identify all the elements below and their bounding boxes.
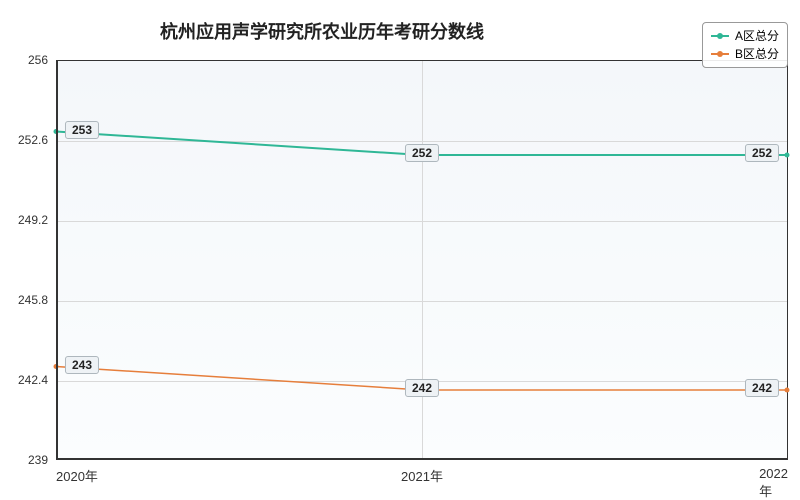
data-label: 252 <box>405 144 439 162</box>
data-label: 253 <box>65 121 99 139</box>
x-tick-label: 2021年 <box>401 466 443 485</box>
x-tick-label: 2022年 <box>759 466 788 500</box>
series-lines <box>56 61 787 460</box>
data-marker <box>784 387 789 392</box>
line-chart: 杭州应用声学研究所农业历年考研分数线 253252252243242242 23… <box>0 0 800 500</box>
plot-area: 253 252 252 243 242 242 <box>56 60 788 460</box>
x-tick-label: 2020年 <box>56 466 98 485</box>
legend-label: A区总分 <box>735 27 779 45</box>
data-marker <box>784 152 789 157</box>
legend-label: B区总分 <box>735 45 779 63</box>
legend-swatch <box>711 53 729 55</box>
y-axis-line <box>56 61 58 460</box>
x-axis-line <box>56 458 787 460</box>
data-label: 242 <box>405 379 439 397</box>
legend-item: B区总分 <box>711 45 779 63</box>
data-label: 252 <box>745 144 779 162</box>
legend: A区总分B区总分 <box>702 22 788 68</box>
legend-item: A区总分 <box>711 27 779 45</box>
chart-title: 杭州应用声学研究所农业历年考研分数线 <box>160 18 484 44</box>
data-label: 242 <box>745 379 779 397</box>
legend-swatch <box>711 35 729 37</box>
data-label: 243 <box>65 356 99 374</box>
